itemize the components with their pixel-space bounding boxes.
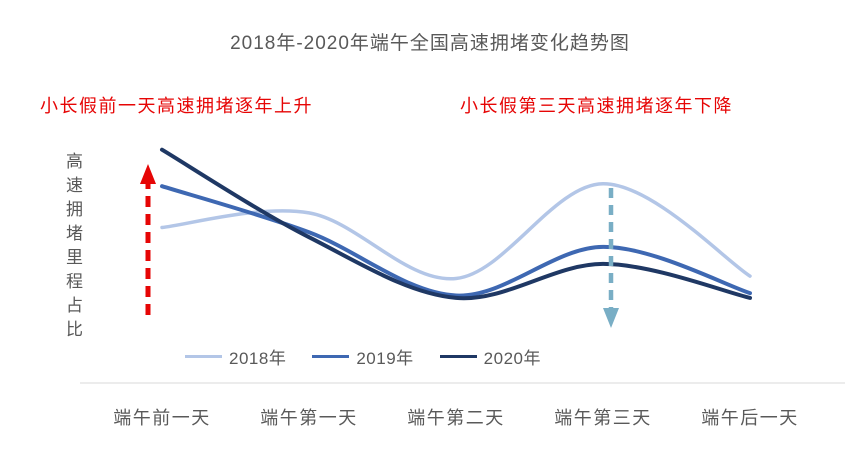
x-label-2: 端午第二天 bbox=[407, 408, 505, 428]
x-label-3: 端午第三天 bbox=[554, 408, 652, 428]
annotation-falling: 小长假第三天高速拥堵逐年下降 bbox=[460, 96, 733, 116]
legend-label-2019: 2019年 bbox=[356, 349, 414, 368]
x-label-1: 端午第一天 bbox=[260, 408, 358, 428]
legend-item-2018: 2018年 bbox=[185, 344, 286, 369]
x-axis-labels: 端午前一天 端午第一天 端午第二天 端午第三天 端午后一天 bbox=[0, 404, 860, 430]
chart-title: 2018年-2020年端午全国高速拥堵变化趋势图 bbox=[230, 33, 630, 54]
legend-line-swatch-2019 bbox=[312, 355, 350, 358]
legend-line-swatch-2020 bbox=[439, 355, 477, 358]
annotation-rising: 小长假前一天高速拥堵逐年上升 bbox=[40, 96, 313, 116]
rising-arrow-head bbox=[140, 164, 156, 184]
x-label-4: 端午后一天 bbox=[701, 408, 799, 428]
falling-arrow-head bbox=[603, 308, 619, 328]
legend: 2018年 2019年 2020年 bbox=[185, 344, 541, 369]
series-line-2020年 bbox=[160, 147, 752, 301]
y-axis-label: 高速拥堵里程占比 bbox=[63, 152, 82, 344]
legend-line-swatch-2018 bbox=[185, 355, 222, 358]
series-line-2018年 bbox=[160, 181, 752, 281]
x-label-0: 端午前一天 bbox=[113, 408, 211, 428]
legend-item-2020: 2020年 bbox=[439, 344, 541, 369]
legend-item-2019: 2019年 bbox=[312, 344, 413, 369]
legend-label-2018: 2018年 bbox=[229, 349, 287, 368]
series-line-2019年 bbox=[160, 184, 752, 298]
legend-label-2020: 2020年 bbox=[483, 349, 541, 368]
